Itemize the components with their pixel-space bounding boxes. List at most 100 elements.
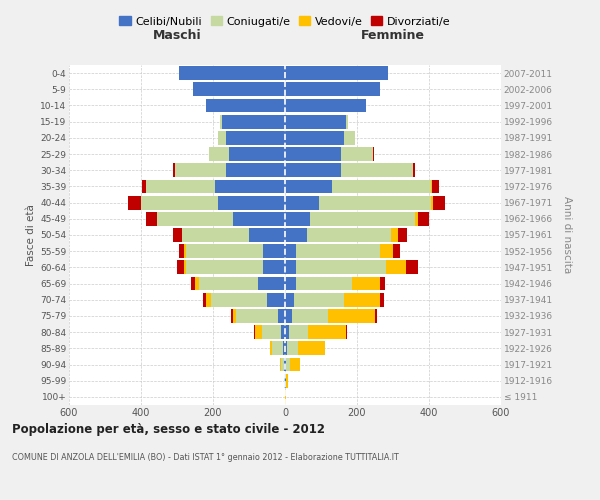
Y-axis label: Anni di nascita: Anni di nascita: [562, 196, 572, 274]
Bar: [141, 196, 218, 209]
Bar: [258, 276, 285, 290]
Bar: [173, 228, 182, 242]
Bar: [285, 164, 341, 177]
Bar: [285, 66, 388, 80]
Bar: [184, 260, 186, 274]
Bar: [310, 212, 415, 226]
Bar: [285, 228, 307, 242]
Bar: [285, 147, 341, 161]
Bar: [373, 147, 374, 161]
Bar: [431, 196, 433, 209]
Bar: [285, 82, 380, 96]
Bar: [294, 293, 344, 306]
Bar: [285, 115, 346, 128]
Bar: [344, 293, 380, 306]
Bar: [285, 358, 286, 372]
Bar: [191, 276, 195, 290]
Bar: [287, 342, 298, 355]
Bar: [209, 147, 229, 161]
Bar: [193, 82, 285, 96]
Bar: [386, 260, 406, 274]
Bar: [233, 212, 285, 226]
Y-axis label: Fasce di età: Fasce di età: [26, 204, 36, 266]
Bar: [236, 309, 278, 323]
Bar: [285, 260, 296, 274]
Bar: [231, 309, 233, 323]
Bar: [218, 196, 285, 209]
Bar: [142, 180, 146, 194]
Bar: [346, 115, 348, 128]
Bar: [341, 147, 373, 161]
Bar: [177, 260, 184, 274]
Bar: [233, 309, 236, 323]
Bar: [146, 212, 157, 226]
Bar: [415, 212, 418, 226]
Bar: [280, 358, 281, 372]
Text: Femmine: Femmine: [361, 30, 425, 43]
Bar: [393, 244, 400, 258]
Bar: [229, 147, 285, 161]
Bar: [285, 244, 296, 258]
Bar: [184, 244, 186, 258]
Bar: [269, 342, 272, 355]
Bar: [285, 98, 366, 112]
Bar: [254, 326, 255, 339]
Text: Popolazione per età, sesso e stato civile - 2012: Popolazione per età, sesso e stato civil…: [12, 422, 325, 436]
Bar: [380, 276, 385, 290]
Bar: [283, 342, 285, 355]
Bar: [211, 293, 267, 306]
Bar: [418, 212, 429, 226]
Bar: [203, 293, 206, 306]
Bar: [206, 98, 285, 112]
Bar: [267, 293, 285, 306]
Bar: [262, 326, 281, 339]
Bar: [406, 260, 418, 274]
Bar: [173, 164, 175, 177]
Bar: [285, 309, 292, 323]
Bar: [398, 228, 407, 242]
Bar: [285, 276, 296, 290]
Bar: [285, 180, 332, 194]
Bar: [413, 164, 415, 177]
Bar: [255, 326, 262, 339]
Bar: [285, 374, 286, 388]
Bar: [296, 244, 380, 258]
Bar: [157, 212, 233, 226]
Legend: Celibi/Nubili, Coniugati/e, Vedovi/e, Divorziati/e: Celibi/Nubili, Coniugati/e, Vedovi/e, Di…: [116, 13, 454, 30]
Bar: [298, 342, 325, 355]
Bar: [263, 260, 285, 274]
Bar: [341, 164, 413, 177]
Bar: [380, 244, 393, 258]
Bar: [220, 115, 222, 128]
Bar: [175, 164, 226, 177]
Bar: [222, 115, 285, 128]
Bar: [332, 180, 431, 194]
Bar: [292, 309, 328, 323]
Bar: [226, 164, 285, 177]
Bar: [380, 293, 384, 306]
Bar: [281, 326, 285, 339]
Bar: [296, 276, 352, 290]
Bar: [215, 180, 285, 194]
Bar: [249, 228, 285, 242]
Bar: [308, 326, 346, 339]
Bar: [263, 244, 285, 258]
Text: Maschi: Maschi: [152, 30, 202, 43]
Bar: [319, 196, 431, 209]
Bar: [286, 374, 288, 388]
Bar: [346, 326, 347, 339]
Bar: [391, 228, 398, 242]
Bar: [218, 131, 226, 144]
Bar: [182, 228, 249, 242]
Bar: [226, 131, 285, 144]
Bar: [328, 309, 375, 323]
Bar: [352, 276, 380, 290]
Bar: [285, 293, 294, 306]
Bar: [285, 131, 344, 144]
Bar: [284, 358, 285, 372]
Bar: [285, 196, 319, 209]
Bar: [286, 358, 290, 372]
Bar: [433, 196, 445, 209]
Bar: [289, 326, 308, 339]
Bar: [285, 212, 310, 226]
